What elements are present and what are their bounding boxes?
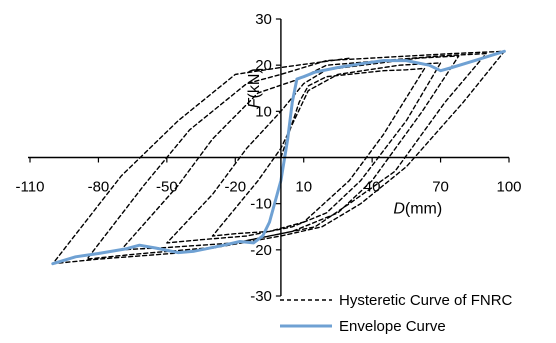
y-tick-label: 20 [255,57,272,74]
y-tick-label: 30 [255,11,272,28]
x-axis-unit: (mm) [405,201,442,218]
x-axis-variable: D [393,201,405,218]
legend-envelope-label: Envelope Curve [339,318,446,335]
y-axis-label: F(kN) [246,68,263,108]
x-axis-label: D(mm) [393,201,442,218]
x-tick-label: -50 [156,179,178,196]
y-axis-unit: (kN) [246,68,263,98]
envelope-curve-line [51,49,506,266]
y-tick-label: -10 [250,196,272,213]
y-tick-label: 10 [255,103,272,120]
legend-hysteretic-label: Hysteretic Curve of FNRC [339,292,513,309]
x-tick-label: 100 [496,179,521,196]
y-tick-label: -20 [250,242,272,259]
x-tick-label: 10 [295,179,312,196]
y-tick-label: -30 [250,288,272,305]
x-tick-label: -110 [16,179,45,196]
x-tick-label: 70 [432,179,449,196]
x-tick-label: -80 [88,179,110,196]
x-tick-label: -20 [224,179,246,196]
y-axis-variable: F [246,97,263,108]
x-tick-label: 40 [364,179,381,196]
